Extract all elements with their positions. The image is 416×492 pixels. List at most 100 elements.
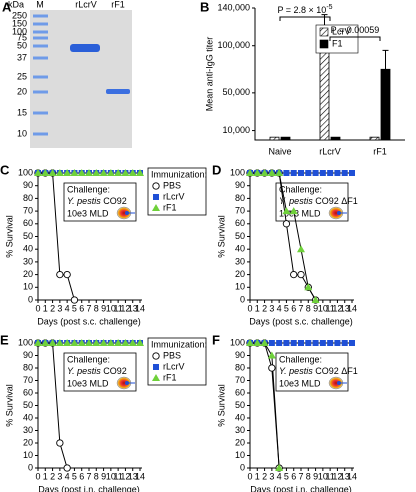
y-tick-label: 10,000 (222, 125, 250, 135)
x-tick-label: 9 (313, 303, 318, 313)
legend-swatch (319, 39, 329, 49)
data-point (70, 169, 79, 176)
data-point (304, 283, 313, 291)
significance-label: P = 2.8 × 10-5 (277, 4, 332, 16)
x-tick-label: 1 (255, 471, 260, 481)
x-tick-label: 11 (325, 471, 334, 481)
series-line (38, 342, 68, 469)
data-point (349, 170, 355, 176)
data-point (334, 340, 341, 346)
challenge-box (63, 182, 137, 222)
panel-label: E (0, 332, 9, 347)
x-tick-label: 8 (94, 471, 99, 481)
legend-marker (152, 204, 160, 211)
x-axis-label: Days (post s.c. challenge) (249, 316, 353, 326)
x-tick-label: 7 (298, 303, 303, 313)
marker-label: 25 (17, 71, 27, 81)
legend-label: PBS (163, 180, 181, 190)
data-point (121, 339, 130, 346)
x-tick-label: 10 (318, 303, 328, 313)
data-point (92, 339, 101, 346)
data-point (55, 339, 64, 346)
y-tick-label: 30 (235, 256, 245, 266)
data-point (55, 169, 64, 176)
y-axis-label: % Survival (216, 215, 226, 258)
challenge-strain: Y. pestis CO92 (67, 196, 127, 206)
y-tick-label: 0 (28, 294, 33, 304)
bacterium-dot (125, 211, 129, 215)
y-tick-label: 80 (235, 193, 245, 203)
x-tick-label: 13 (128, 471, 138, 481)
challenge-species: Y. pestis (67, 196, 101, 206)
data-point (70, 339, 79, 346)
gel-band (106, 89, 130, 94)
data-point (63, 464, 71, 472)
data-point (41, 339, 50, 346)
y-tick-label: 80 (23, 362, 33, 372)
y-tick-label: 70 (23, 205, 33, 215)
lane-label: M (36, 0, 44, 9)
x-tick-label: 7 (86, 471, 91, 481)
data-point (41, 169, 50, 176)
challenge-strain-name: CO92 (103, 196, 127, 206)
data-point (283, 340, 290, 346)
data-point (283, 170, 290, 176)
bar (269, 136, 280, 141)
x-tick-label: 8 (94, 303, 99, 313)
x-tick-label: 6 (79, 303, 84, 313)
x-tick-label: 13 (128, 303, 138, 313)
challenge-strain: Y. pestis CO92 ΔF1 (279, 196, 358, 206)
y-tick-label: 20 (235, 269, 245, 279)
bar (380, 68, 391, 141)
x-tick-label: 13 (340, 471, 350, 481)
y-axis-label: Mean anti-IgG titer (204, 37, 214, 112)
y-tick-label: 10 (235, 282, 245, 292)
data-point (106, 169, 115, 176)
x-tick-label: 5 (72, 303, 77, 313)
data-point (319, 170, 326, 176)
y-tick-label: 20 (23, 269, 33, 279)
lane-label: rLcrV (75, 0, 97, 9)
data-point (305, 170, 312, 176)
data-point (34, 339, 42, 346)
legend-marker (153, 194, 159, 200)
data-point (246, 339, 254, 346)
x-tick-label: 10 (106, 303, 116, 313)
legend-marker (152, 374, 160, 381)
marker-band (33, 75, 48, 79)
legend-marker (153, 364, 159, 370)
challenge-dose: 10e3 MLD (279, 208, 321, 218)
significance-text: P = 0.00059 (331, 25, 380, 35)
x-tick-label: 12 (120, 303, 130, 313)
challenge-dose: 10e3 MLD (67, 378, 109, 388)
data-point (56, 270, 64, 279)
data-point (128, 169, 137, 176)
data-point (114, 169, 123, 176)
bacterium-dot (337, 211, 341, 215)
data-point (312, 340, 319, 346)
y-tick-label: 80 (23, 193, 33, 203)
x-tick-label: 2 (262, 471, 267, 481)
x-tick-label: 12 (332, 471, 342, 481)
y-tick-label: 90 (23, 180, 33, 190)
panel-label: D (212, 162, 221, 177)
data-point (48, 339, 57, 346)
y-tick-label: 60 (235, 218, 245, 228)
y-axis-label: % Survival (4, 215, 14, 258)
data-point (92, 169, 101, 176)
unit-label: kDa (8, 0, 24, 9)
y-tick-label: 40 (235, 244, 245, 254)
panel-label: A (2, 0, 12, 14)
legend-swatch (319, 27, 329, 37)
data-point (327, 340, 334, 346)
data-point (298, 340, 304, 346)
y-tick-label: 20 (235, 437, 245, 447)
y-tick-label: 10 (23, 282, 33, 292)
challenge-species: Y. pestis (279, 196, 313, 206)
data-point (136, 339, 144, 346)
x-tick-label: 6 (291, 471, 296, 481)
challenge-strain-name: CO92 (103, 366, 127, 376)
significance-label: P = 0.00059 (331, 25, 380, 35)
y-tick-label: 100 (18, 337, 33, 347)
marker-label: 37 (17, 52, 27, 62)
